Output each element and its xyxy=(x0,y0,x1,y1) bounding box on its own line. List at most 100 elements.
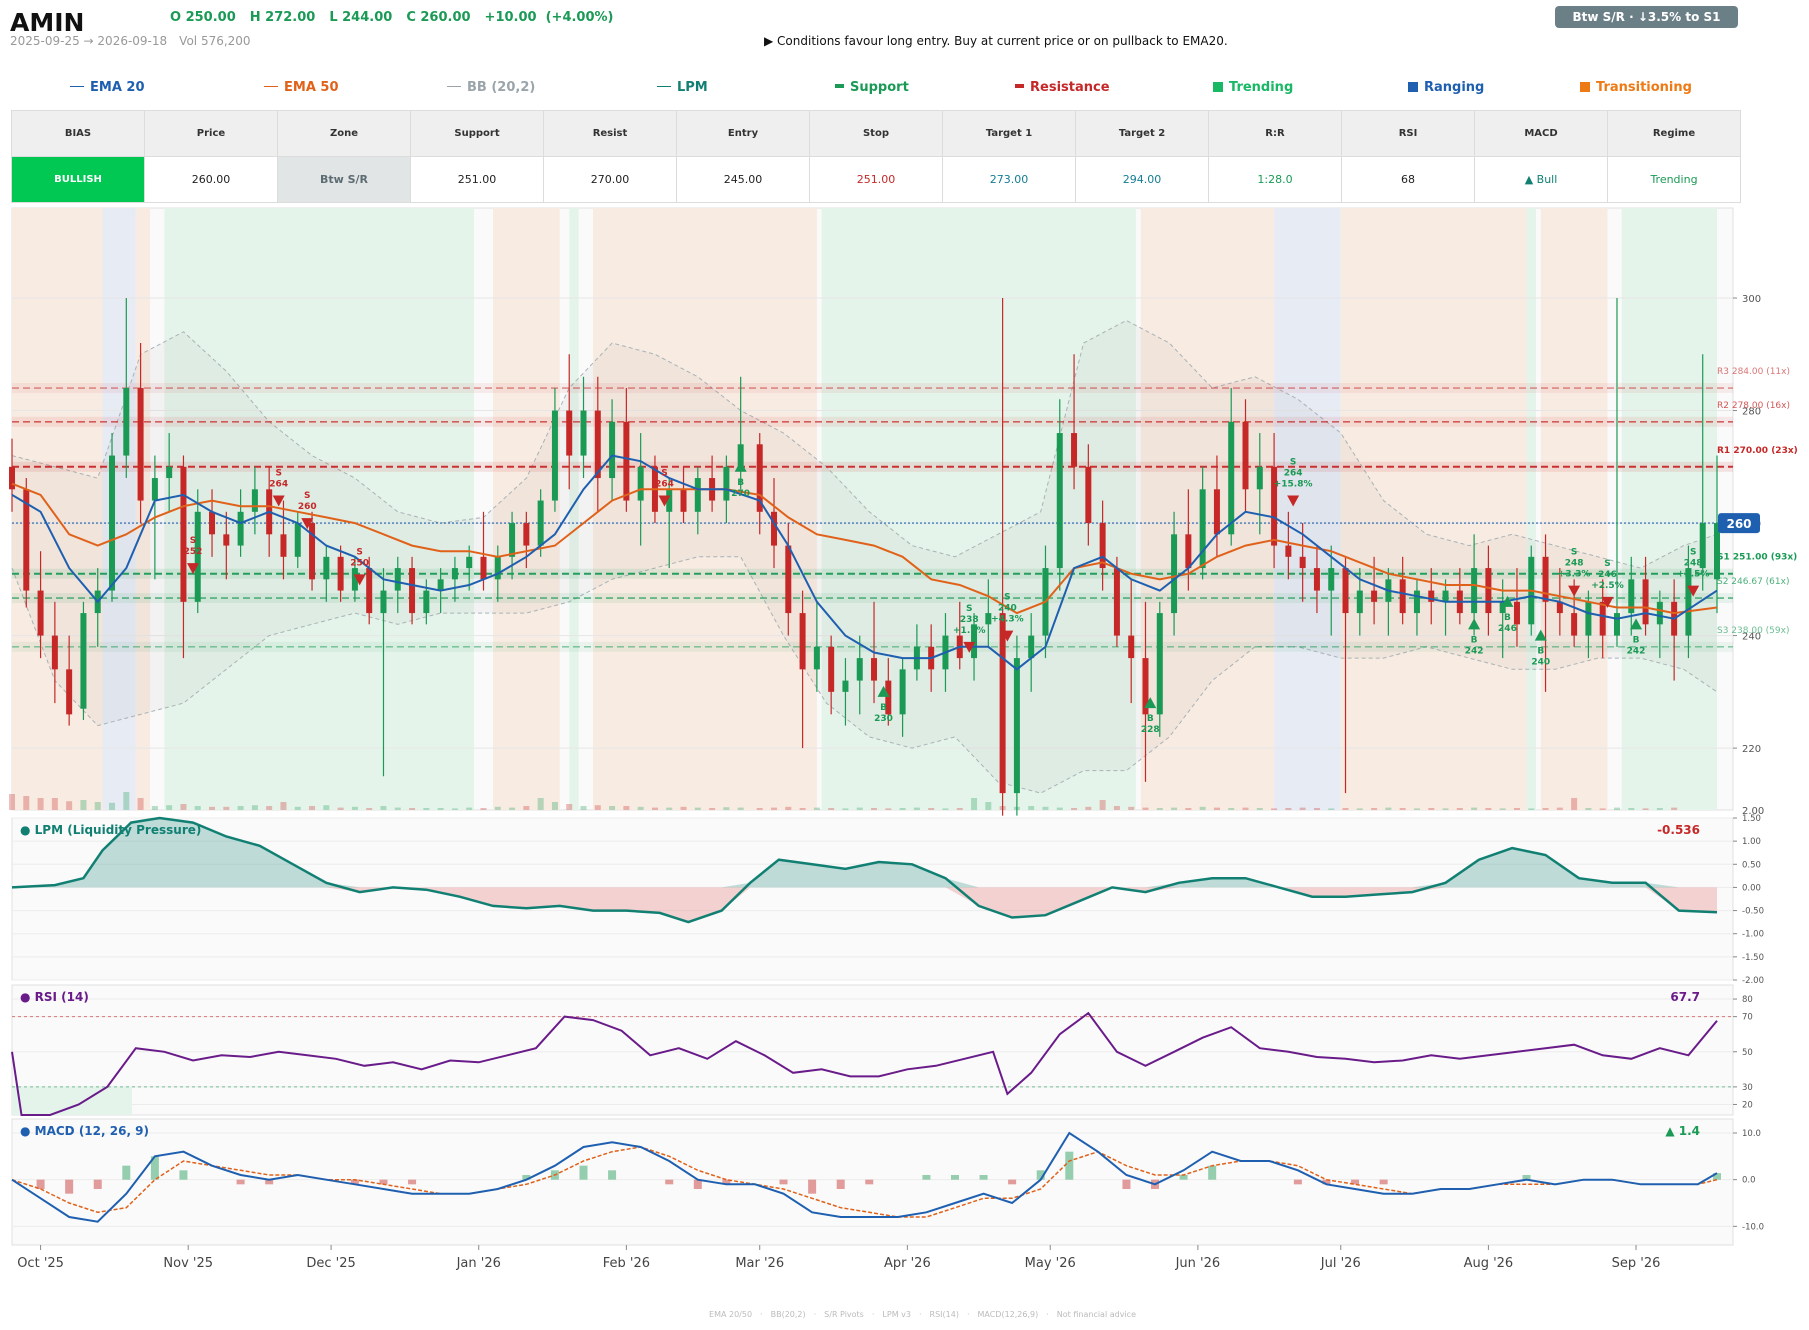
macd-histogram-bar xyxy=(865,1179,874,1185)
macd-histogram-bar xyxy=(265,1179,274,1185)
candle-body xyxy=(351,568,358,591)
volume-bar xyxy=(985,802,992,810)
rsi-tick-label: 30 xyxy=(1742,1083,1753,1093)
volume-bar xyxy=(942,808,949,810)
macd-histogram-bar xyxy=(93,1179,102,1189)
sell-signal-icon xyxy=(658,495,671,507)
macd-histogram-bar xyxy=(779,1179,788,1185)
summary-header-entry: Entry xyxy=(676,110,810,157)
volume-bar xyxy=(266,806,273,810)
legend-label: LPM xyxy=(677,80,708,95)
summary-header-resist: Resist xyxy=(543,110,677,157)
line-icon xyxy=(835,84,844,88)
lpm-tick-label: -1.50 xyxy=(1742,953,1764,963)
legend-item-ema-20[interactable]: EMA 20 xyxy=(70,80,145,95)
summary-header-macd: MACD xyxy=(1474,110,1608,157)
legend-item-resistance[interactable]: Resistance xyxy=(1015,80,1110,95)
summary-value-zone: Btw S/R xyxy=(277,156,411,203)
volume-bar xyxy=(871,808,878,810)
legend-label: Support xyxy=(850,80,909,95)
sell-signal-label: S xyxy=(1571,548,1577,558)
volume-bar xyxy=(1371,808,1378,810)
macd-last-value: ▲ 1.4 xyxy=(1665,1124,1700,1138)
candle-body xyxy=(1499,601,1506,614)
level-label-resistance: R3 284.00 (11x) xyxy=(1717,367,1790,377)
candle-body xyxy=(723,466,730,501)
volume-bar xyxy=(680,806,687,810)
regime-band-transition xyxy=(1340,208,1527,810)
candle-body xyxy=(1271,466,1278,546)
candle-body xyxy=(999,613,1006,794)
footer-item: LPM v3 xyxy=(882,1310,911,1319)
macd-histogram-bar xyxy=(693,1179,702,1189)
candle-body xyxy=(1285,545,1292,557)
high-value: H 272.00 xyxy=(249,10,316,25)
legend: EMA 20 EMA 50 BB (20,2) LPM Support Resistanc… xyxy=(0,80,1760,100)
legend-item-ema-50[interactable]: EMA 50 xyxy=(264,80,339,95)
volume-bar xyxy=(466,807,473,810)
buy-signal-label: 270 xyxy=(731,489,750,499)
footer-item: · xyxy=(871,1310,875,1319)
candle-body xyxy=(885,680,892,715)
summary-value-r-r: 1:28.0 xyxy=(1208,156,1342,203)
buy-signal-label: B xyxy=(1504,613,1511,623)
volume-bar xyxy=(480,808,487,810)
footer-item: Not financial advice xyxy=(1056,1310,1136,1319)
candle-body xyxy=(394,568,401,591)
legend-item-support[interactable]: Support xyxy=(835,80,909,95)
lpm-line xyxy=(11,816,1718,924)
candle-body xyxy=(1699,523,1706,569)
legend-item-bb-20-2[interactable]: BB (20,2) xyxy=(447,80,535,95)
legend-item-transitioning[interactable]: Transitioning xyxy=(1580,80,1692,95)
regime-band-ranging xyxy=(1274,208,1341,810)
volume-bar xyxy=(380,806,387,810)
candle-body xyxy=(1056,433,1063,569)
level-label-resistance: R2 278.00 (16x) xyxy=(1717,401,1790,411)
sell-signal-label: +2.5% xyxy=(1677,570,1710,580)
legend-label: EMA 20 xyxy=(90,80,145,95)
legend-item-ranging[interactable]: Ranging xyxy=(1408,80,1484,95)
legend-item-lpm[interactable]: LPM xyxy=(657,80,708,95)
candle-body xyxy=(66,669,73,715)
candle-body xyxy=(1714,523,1720,580)
buy-signal-icon xyxy=(1501,595,1514,607)
candle-body xyxy=(280,534,287,557)
volume-bar xyxy=(637,806,644,810)
volume-bar xyxy=(280,802,287,810)
volume-bar xyxy=(756,808,763,810)
candle-body xyxy=(899,669,906,715)
lpm-tick-label: -2.00 xyxy=(1742,976,1764,986)
volume-tick-label: 2.00 xyxy=(1742,806,1764,817)
sell-signal-label: 248 xyxy=(1565,559,1584,569)
sell-signal-label: S xyxy=(1690,548,1696,558)
candle-body xyxy=(1513,601,1520,625)
legend-label: Ranging xyxy=(1424,80,1485,95)
summary-value-support: 251.00 xyxy=(410,156,544,203)
legend-item-trending[interactable]: Trending xyxy=(1213,80,1293,95)
candle-body xyxy=(509,523,516,557)
candle-body xyxy=(1313,568,1320,591)
macd-histogram-bar xyxy=(950,1175,959,1180)
candle-body xyxy=(109,455,116,591)
lpm-tick-label: 1.50 xyxy=(1742,814,1761,824)
volume-bar xyxy=(971,798,978,810)
macd-histogram-bar xyxy=(379,1179,388,1185)
change-value: +10.00 (+4.00%) xyxy=(484,10,614,25)
volume-bar xyxy=(842,808,849,810)
candle-body xyxy=(294,523,301,557)
sell-signal-icon xyxy=(1687,585,1700,597)
low-value: L 244.00 xyxy=(329,10,393,25)
volume-bar xyxy=(1242,807,1249,810)
volume-bar xyxy=(1313,808,1320,810)
candle-body xyxy=(1099,523,1106,569)
volume-bar xyxy=(409,808,416,810)
macd-tick-label: 10.0 xyxy=(1742,1129,1761,1139)
macd-histogram-bar xyxy=(1379,1179,1388,1185)
candle-body xyxy=(1142,658,1149,715)
buy-signal-icon xyxy=(877,685,890,697)
candle-body xyxy=(1471,568,1478,614)
candle-body xyxy=(566,410,573,456)
ema20-line xyxy=(11,454,1718,671)
lpm-title: ● LPM (Liquidity Pressure) xyxy=(20,823,201,837)
volume-bar xyxy=(509,807,516,810)
